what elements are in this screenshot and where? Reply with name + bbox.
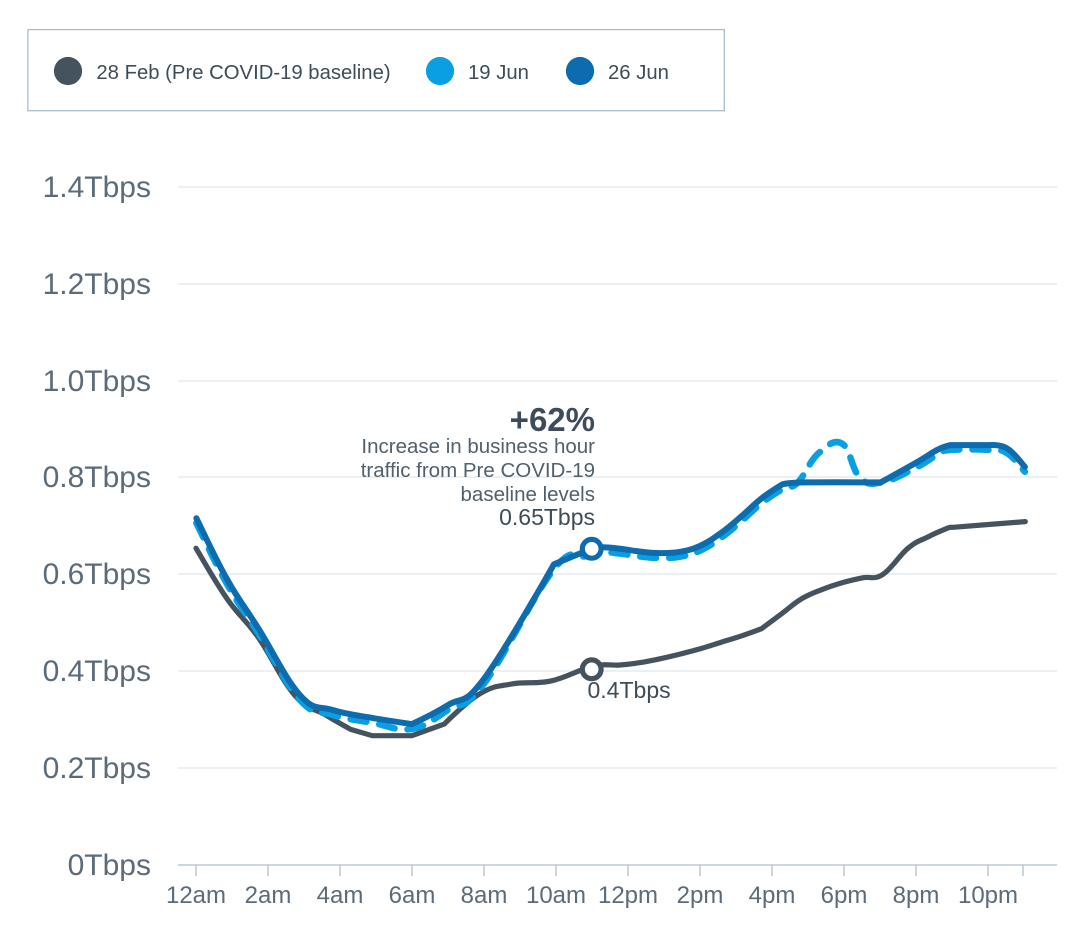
svg-text:12am: 12am xyxy=(166,882,226,909)
svg-text:6pm: 6pm xyxy=(821,882,868,909)
svg-text:0.8Tbps: 0.8Tbps xyxy=(43,461,151,494)
svg-text:1.0Tbps: 1.0Tbps xyxy=(43,365,151,398)
svg-text:Increase in business hour: Increase in business hour xyxy=(361,435,595,458)
svg-text:0.4Tbps: 0.4Tbps xyxy=(588,677,671,703)
svg-text:8am: 8am xyxy=(461,882,508,909)
svg-text:19 Jun: 19 Jun xyxy=(468,62,529,84)
svg-text:2am: 2am xyxy=(245,882,292,909)
svg-text:1.4Tbps: 1.4Tbps xyxy=(43,171,151,204)
svg-text:0.2Tbps: 0.2Tbps xyxy=(43,752,151,785)
svg-text:12pm: 12pm xyxy=(598,882,658,909)
svg-text:0.65Tbps: 0.65Tbps xyxy=(499,504,595,530)
svg-text:4am: 4am xyxy=(317,882,364,909)
svg-text:0.4Tbps: 0.4Tbps xyxy=(43,655,151,688)
svg-text:traffic from Pre COVID-19: traffic from Pre COVID-19 xyxy=(361,459,595,482)
svg-text:0Tbps: 0Tbps xyxy=(68,849,151,882)
svg-text:6am: 6am xyxy=(389,882,436,909)
svg-text:baseline levels: baseline levels xyxy=(461,483,595,506)
svg-text:4pm: 4pm xyxy=(749,882,796,909)
svg-text:+62%: +62% xyxy=(510,401,595,438)
svg-text:10am: 10am xyxy=(526,882,586,909)
svg-text:1.2Tbps: 1.2Tbps xyxy=(43,268,151,301)
svg-text:26 Jun: 26 Jun xyxy=(608,62,669,84)
svg-text:2pm: 2pm xyxy=(677,882,724,909)
svg-text:10pm: 10pm xyxy=(958,882,1018,909)
svg-text:28 Feb (Pre COVID-19 baseline): 28 Feb (Pre COVID-19 baseline) xyxy=(96,62,390,84)
svg-text:0.6Tbps: 0.6Tbps xyxy=(43,558,151,591)
svg-text:8pm: 8pm xyxy=(893,882,940,909)
